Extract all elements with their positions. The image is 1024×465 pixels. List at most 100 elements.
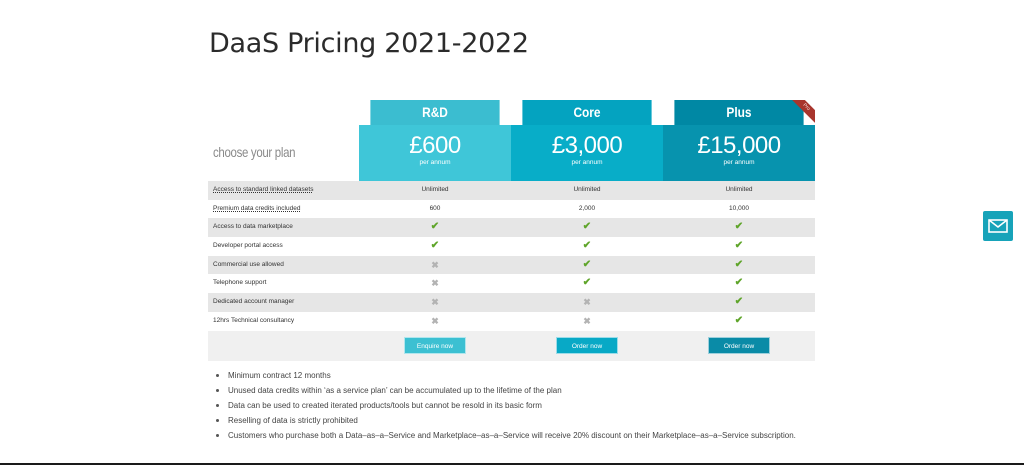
- plan-name: Plus: [674, 100, 804, 125]
- feature-name[interactable]: Premium data credits included: [208, 200, 359, 219]
- feature-value-cell: ✔: [359, 218, 511, 237]
- cross-icon: ✖: [583, 297, 591, 308]
- choose-plan-label: choose your plan: [213, 144, 296, 160]
- check-icon: ✔: [582, 240, 592, 252]
- cross-icon: ✖: [583, 315, 591, 326]
- feature-value-cell: 600: [359, 200, 511, 219]
- feature-value-cell: Unlimited: [511, 181, 663, 200]
- terms-item: Unused data credits within ‘as a service…: [216, 383, 828, 398]
- feature-value-cell: ✔: [511, 218, 663, 237]
- plan-price-box: £600 per annum: [359, 125, 511, 181]
- terms-item: Reselling of data is strictly prohibited: [216, 413, 828, 428]
- check-icon: ✔: [582, 221, 592, 233]
- feature-name: Dedicated account manager: [208, 293, 359, 312]
- feature-value-cell: Unlimited: [663, 181, 815, 200]
- feature-value-cell: ✔: [511, 237, 663, 256]
- plan-price: £15,000: [697, 132, 781, 159]
- check-icon: ✔: [582, 277, 592, 289]
- cross-icon: ✖: [431, 278, 439, 289]
- button-row-spacer: [208, 331, 359, 361]
- feature-name: Telephone support: [208, 274, 359, 293]
- feature-name-text: Commercial use allowed: [213, 260, 284, 268]
- plan-period: per annum: [419, 159, 451, 166]
- plan-header-row: choose your plan R&D £600 per annum Core…: [208, 100, 815, 181]
- feature-value-cell: ✖: [359, 293, 511, 312]
- table-row: Access to standard linked datasets Unlimi…: [208, 181, 815, 200]
- feature-name-text: Premium data credits included: [213, 204, 301, 212]
- pricing-table: choose your plan R&D £600 per annum Core…: [208, 100, 815, 361]
- feature-value: 2,000: [578, 204, 596, 212]
- feature-value-cell: ✖: [359, 256, 511, 275]
- check-icon: ✔: [734, 296, 744, 308]
- cross-icon: ✖: [431, 259, 439, 270]
- check-icon: ✔: [734, 277, 744, 289]
- terms-list: Minimum contract 12 months Unused data c…: [216, 368, 828, 443]
- check-icon: ✔: [734, 240, 744, 252]
- feature-value-cell: ✖: [359, 274, 511, 293]
- plan-plus-header: Plus £15,000 per annum Pro: [663, 100, 815, 181]
- feature-name: 12hrs Technical consultancy: [208, 312, 359, 331]
- table-row: Dedicated account manager ✖ ✖ ✔: [208, 293, 815, 312]
- feature-value: Unlimited: [725, 186, 753, 193]
- table-row: Commercial use allowed ✖ ✔ ✔: [208, 255, 815, 275]
- page-title: DaaS Pricing 2021-2022: [209, 28, 529, 59]
- plan-price-box: £3,000 per annum: [511, 125, 663, 181]
- check-icon: ✔: [734, 314, 744, 326]
- cross-icon: ✖: [431, 297, 439, 308]
- table-row: Developer portal access ✔ ✔ ✔: [208, 237, 815, 256]
- enquire-now-button[interactable]: Enquire now: [404, 337, 466, 354]
- feature-name-text: Telephone support: [213, 279, 267, 287]
- order-now-plus-button[interactable]: Order now: [708, 337, 770, 354]
- feature-name-text: Developer portal access: [213, 242, 283, 250]
- plan-price: £600: [409, 132, 461, 159]
- button-cell: Enquire now: [359, 331, 511, 361]
- plan-name: Core: [522, 100, 652, 125]
- feature-name: Commercial use allowed: [208, 256, 359, 275]
- feature-name-text: Access to data marketplace: [213, 223, 293, 231]
- feature-value-cell: ✔: [663, 274, 815, 293]
- table-row: Premium data credits included 600 2,000 10,…: [208, 199, 815, 219]
- feature-value-cell: ✖: [511, 293, 663, 312]
- button-cell: Order now: [511, 331, 663, 361]
- terms-item: Customers who purchase both a Data–as–a–…: [216, 428, 828, 443]
- feature-value-cell: ✖: [511, 312, 663, 331]
- cross-icon: ✖: [431, 315, 439, 326]
- feature-value-cell: 2,000: [511, 200, 663, 219]
- feature-value-cell: ✔: [663, 237, 815, 256]
- feature-value-cell: ✔: [663, 312, 815, 331]
- check-icon: ✔: [430, 221, 440, 233]
- plan-period: per annum: [723, 159, 755, 166]
- feature-value-cell: ✔: [359, 237, 511, 256]
- feature-name-text: Access to standard linked datasets: [213, 186, 314, 193]
- button-cell: Order now: [663, 331, 815, 361]
- feature-name: Developer portal access: [208, 237, 359, 256]
- feature-value: Unlimited: [573, 186, 601, 193]
- plan-price-box: £15,000 per annum: [663, 125, 815, 181]
- plan-core-header: Core £3,000 per annum: [511, 100, 663, 181]
- feature-name[interactable]: Access to standard linked datasets: [208, 181, 359, 200]
- feature-rows: Access to standard linked datasets Unlimi…: [208, 181, 815, 331]
- feature-name-text: 12hrs Technical consultancy: [213, 316, 295, 324]
- feature-value-cell: ✔: [663, 256, 815, 275]
- feature-value-cell: ✖: [359, 312, 511, 331]
- button-row: Enquire now Order now Order now: [208, 330, 815, 361]
- contact-widget-button[interactable]: [983, 211, 1013, 241]
- feature-value: Unlimited: [421, 186, 449, 193]
- feature-value-cell: Unlimited: [359, 181, 511, 200]
- feature-value-cell: 10,000: [663, 200, 815, 219]
- plan-label-cell: choose your plan: [208, 100, 359, 181]
- plan-name: R&D: [370, 100, 500, 125]
- plan-period: per annum: [571, 159, 603, 166]
- feature-value: 600: [429, 204, 441, 212]
- plan-price: £3,000: [551, 132, 623, 159]
- feature-value-cell: ✔: [511, 274, 663, 293]
- table-row: Telephone support ✖ ✔ ✔: [208, 274, 815, 294]
- table-row: Access to data marketplace ✔ ✔ ✔: [208, 218, 815, 238]
- terms-item: Data can be used to created iterated pro…: [216, 398, 828, 413]
- feature-value: 10,000: [729, 204, 749, 212]
- check-icon: ✔: [734, 258, 744, 270]
- plan-rd-header: R&D £600 per annum: [359, 100, 511, 181]
- check-icon: ✔: [582, 258, 592, 270]
- bottom-divider: [0, 463, 1024, 465]
- order-now-core-button[interactable]: Order now: [556, 337, 618, 354]
